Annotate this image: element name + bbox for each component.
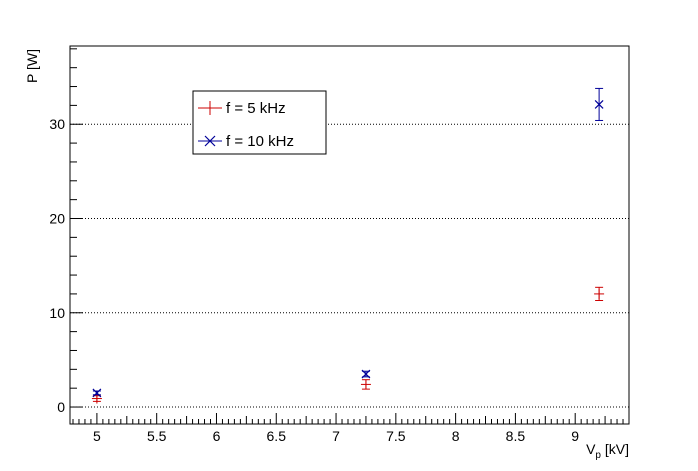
x-axis-title-subscript: p [595,450,601,461]
x-tick-label: 8 [452,428,460,444]
marker-stroke [361,369,371,379]
x-tick-label: 7.5 [386,428,406,444]
x-tick-label: 6.5 [267,428,287,444]
marker-stroke [92,388,102,398]
x-axis-title-unit: [kV] [601,441,629,457]
x-axis: 5 5.5 6 6.5 7 7.5 8 8.5 9 [72,413,630,444]
x-axis-title: Vp [kV] [586,441,629,461]
data-points [91,87,605,404]
data-point [360,379,371,390]
data-point [594,87,604,121]
legend-marker-10khz [198,135,222,147]
y-axis: 0 10 20 30 [49,48,83,415]
data-point [594,286,605,302]
grid-lines [70,123,629,408]
y-axis-title: P [W] [24,49,40,83]
legend: f = 5 kHz f = 10 kHz [192,90,327,155]
x-tick-label: 8.5 [506,428,526,444]
x-tick-label: 5.5 [147,428,167,444]
legend-marker-5khz [198,101,222,115]
legend-label-5khz: f = 5 kHz [226,100,286,117]
marker-stroke [594,100,604,109]
data-point [361,369,371,379]
y-tick-label: 10 [49,305,65,321]
legend-label-10khz: f = 10 kHz [226,133,294,150]
y-tick-label: 0 [57,399,65,415]
plot-frame [69,45,630,425]
y-tick-label: 30 [49,116,65,132]
x-tick-label: 5 [93,428,101,444]
x-axis-title-main: V [586,441,596,457]
data-point [92,388,102,398]
x-tick-label: 6 [213,428,221,444]
y-tick-label: 20 [49,211,65,227]
marker-stroke [204,135,216,147]
x-tick-label: 7 [332,428,340,444]
x-tick-label: 9 [571,428,579,444]
legend-box [192,90,327,155]
